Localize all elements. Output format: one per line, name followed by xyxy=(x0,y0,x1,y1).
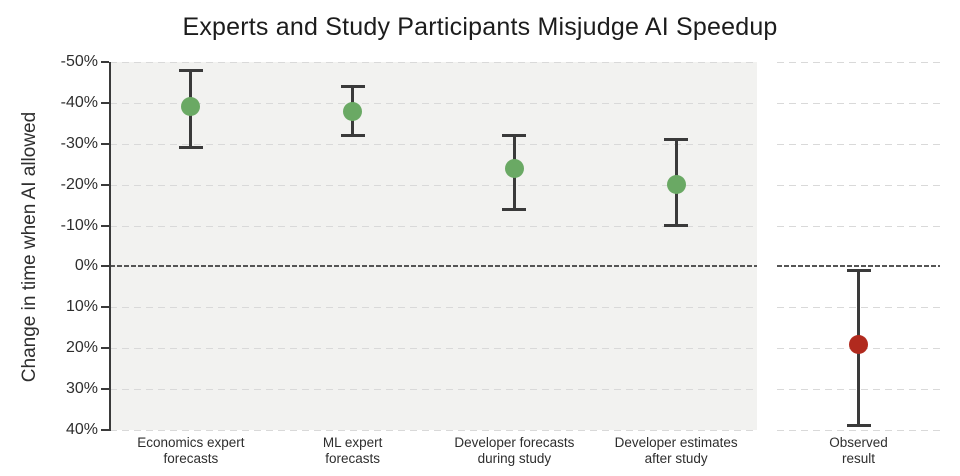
errorbar-cap xyxy=(502,207,527,211)
panel-forecasts xyxy=(110,62,757,430)
zero-line xyxy=(777,265,940,268)
x-category-label: Developer estimates after study xyxy=(588,435,764,467)
chart-title: Experts and Study Participants Misjudge … xyxy=(182,13,778,41)
gridline--40 xyxy=(777,102,940,104)
x-category-label-line: Developer estimates xyxy=(614,435,738,450)
y-tick xyxy=(101,183,109,186)
y-tick-label: 10% xyxy=(65,298,98,316)
gridline--40 xyxy=(110,102,757,104)
x-category-label: Observed result xyxy=(771,435,947,467)
errorbar-cap xyxy=(664,138,689,142)
gridline-40 xyxy=(110,430,757,431)
gridline--20 xyxy=(777,184,940,186)
gridline--10 xyxy=(777,225,940,227)
gridline-40 xyxy=(777,430,940,431)
y-tick-label: -20% xyxy=(60,175,98,193)
x-category-label-line: after study xyxy=(644,451,708,467)
y-tick-label: 40% xyxy=(65,421,98,438)
x-category-label-line: forecasts xyxy=(325,451,381,467)
y-tick xyxy=(101,347,109,350)
y-tick xyxy=(101,306,109,309)
y-tick-label: -10% xyxy=(60,216,98,234)
x-category-label-line: Observed xyxy=(829,435,888,450)
x-category-label: ML expert forecasts xyxy=(265,435,441,467)
y-tick-label: 20% xyxy=(65,339,98,357)
y-tick xyxy=(101,101,109,104)
y-tick-label: -50% xyxy=(60,53,98,70)
x-category-label: Developer forecasts during study xyxy=(426,435,602,467)
errorbar-cap xyxy=(340,85,365,89)
errorbar-cap xyxy=(340,134,365,138)
gridline--20 xyxy=(110,184,757,186)
y-tick-label: 30% xyxy=(65,380,98,398)
y-tick-label: -40% xyxy=(60,93,98,111)
point-dot-forecast xyxy=(666,175,686,195)
point-dot-forecast xyxy=(504,158,524,178)
x-category-label-line: Developer forecasts xyxy=(454,435,575,450)
errorbar-cap xyxy=(178,68,203,72)
errorbar-cap xyxy=(846,424,871,428)
y-tick xyxy=(101,224,109,227)
errorbar-cap xyxy=(502,134,527,138)
zero-line xyxy=(110,265,757,268)
gridline--30 xyxy=(110,143,757,145)
errorbar-cap xyxy=(846,269,871,273)
gridline--10 xyxy=(110,225,757,227)
y-tick-label: -30% xyxy=(60,134,98,152)
gridline-20 xyxy=(110,348,757,350)
x-category-label: Economics expert forecasts xyxy=(103,435,279,467)
gridline-10 xyxy=(110,307,757,309)
y-tick xyxy=(101,61,109,63)
x-category-label-line: forecasts xyxy=(163,451,219,467)
x-category-label-line: during study xyxy=(477,451,552,467)
y-axis-line xyxy=(109,62,111,431)
errorbar-cap xyxy=(664,224,689,228)
y-tick xyxy=(101,142,109,145)
gridline--50 xyxy=(110,62,757,63)
x-category-label-line: ML expert xyxy=(322,435,383,450)
point-dot-forecast xyxy=(343,101,363,121)
point-dot-forecast xyxy=(181,97,201,117)
y-tick xyxy=(101,265,109,268)
point-dot-observed xyxy=(849,334,868,354)
y-tick xyxy=(101,388,109,391)
y-tick xyxy=(101,429,109,431)
errorbar-cap xyxy=(178,146,203,150)
gridline--50 xyxy=(777,62,940,63)
x-category-label-line: Economics expert xyxy=(137,435,245,450)
y-tick-label: 0% xyxy=(74,257,98,275)
gridline-30 xyxy=(110,389,757,391)
x-category-label-line: result xyxy=(841,451,875,467)
gridline--30 xyxy=(777,143,940,145)
